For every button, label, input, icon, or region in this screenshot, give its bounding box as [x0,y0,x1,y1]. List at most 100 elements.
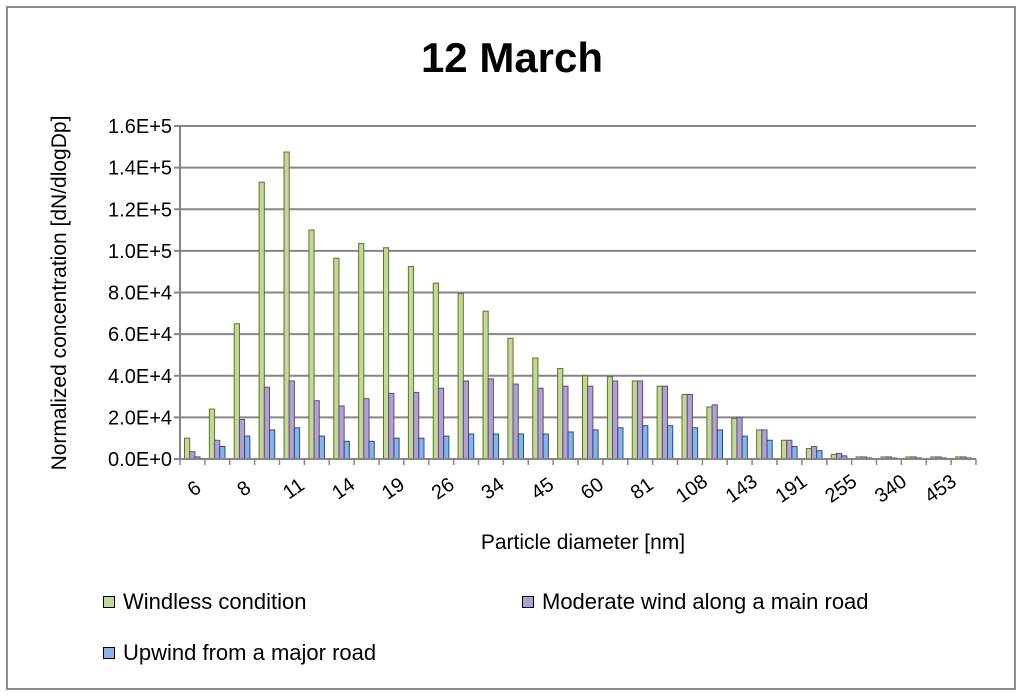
bar-moderate-wind [761,429,768,460]
legend-item-windless: Windless condition [103,589,306,615]
bar-moderate-wind [338,405,345,460]
bar-moderate-wind [537,387,544,460]
x-tick-label: 6 [184,477,206,501]
bar-windless [507,337,514,460]
x-axis-label: Particle diameter [nm] [480,531,686,554]
x-tick-label: 453 [921,470,961,507]
bar-windless [557,367,564,460]
bar-upwind [418,437,425,460]
bar-upwind [816,450,823,460]
x-tick-label: 45 [527,474,558,505]
x-tick-label: 60 [577,474,608,505]
bar-windless [706,406,713,460]
bar-windless [457,293,464,460]
bar-windless [383,247,390,460]
bar-moderate-wind [661,385,669,460]
bar-moderate-wind [786,439,793,460]
legend-swatch-upwind [103,647,115,659]
y-tick-label: 6.0E+4 [108,324,172,346]
bar-windless [731,417,738,460]
bar-windless [582,375,589,460]
x-tick-label: 108 [672,470,712,507]
x-tick-label: 81 [627,474,658,505]
bar-moderate-wind [587,385,594,460]
bar-moderate-wind [413,391,420,460]
x-tick-label: 26 [428,474,459,505]
x-tick-label: 14 [328,474,359,505]
y-tick-label: 4.0E+4 [108,366,172,388]
bar-moderate-wind [462,380,470,460]
legend-label-upwind: Upwind from a major road [123,640,377,665]
bar-windless [756,429,763,460]
bar-windless [805,448,813,460]
x-tick-label: 19 [378,474,409,505]
bar-windless [432,282,439,460]
bar-windless [358,243,365,460]
bar-moderate-wind [214,439,221,460]
bar-moderate-wind [736,416,743,460]
bar-upwind [542,433,549,460]
bar-upwind [642,425,649,460]
x-tick-label: 143 [722,470,762,507]
bar-upwind [219,446,226,460]
bar-moderate-wind [189,451,196,460]
bar-upwind [791,446,798,460]
bar-upwind [443,435,450,460]
bar-windless [333,257,340,460]
bar-upwind [667,425,674,460]
bar-upwind [393,437,400,460]
legend-item-upwind: Upwind from a major road [103,640,376,666]
bar-upwind [517,433,524,460]
bar-windless [208,408,216,460]
bar-moderate-wind [487,378,494,460]
bar-moderate-wind [512,383,519,460]
bar-upwind [368,440,375,460]
bar-moderate-wind [238,418,246,460]
bar-upwind [716,429,723,460]
bar-windless [532,357,539,460]
bar-windless [482,310,489,460]
bar-upwind [766,439,773,460]
x-tick-label: 340 [871,470,911,507]
bar-moderate-wind [811,446,818,460]
y-tick-label: 1.4E+5 [108,158,172,180]
bar-upwind [617,427,624,460]
bar-windless [407,265,415,460]
bar-windless [781,439,788,460]
bar-windless [258,181,265,460]
x-tick-label: 191 [771,470,811,507]
legend-label-windless: Windless condition [123,589,307,614]
bar-upwind [468,433,475,460]
y-tick-label: 1.6E+5 [108,116,172,138]
bar-upwind [244,435,251,460]
bar-upwind [741,435,748,460]
x-tick-label: 34 [478,474,509,505]
bar-upwind [592,429,599,460]
bar-upwind [567,431,574,460]
bar-upwind [492,433,500,460]
legend-swatch-moderate-wind [522,596,534,608]
bar-windless [233,323,240,460]
bar-windless [184,437,191,460]
y-tick-label: 1.2E+5 [108,199,172,221]
bar-windless [606,376,614,460]
bar-upwind [691,427,699,460]
bar-moderate-wind [711,404,718,460]
bar-windless [681,393,688,460]
chart-title: 12 March [420,34,604,81]
bar-windless [308,229,315,460]
bar-moderate-wind [686,393,693,460]
y-tick-label: 0.0E+0 [108,449,172,471]
bar-moderate-wind [388,392,395,460]
bar-windless [283,151,290,460]
legend-item-moderate-wind: Moderate wind along a main road [522,589,869,615]
bar-upwind [293,427,301,460]
bar-moderate-wind [263,386,271,460]
bar-windless [631,380,638,460]
bar-upwind [269,429,276,460]
x-tick-label: 255 [821,470,861,507]
y-tick-label: 8.0E+4 [108,283,172,305]
legend-swatch-windless [103,596,115,608]
bar-moderate-wind [313,400,320,460]
